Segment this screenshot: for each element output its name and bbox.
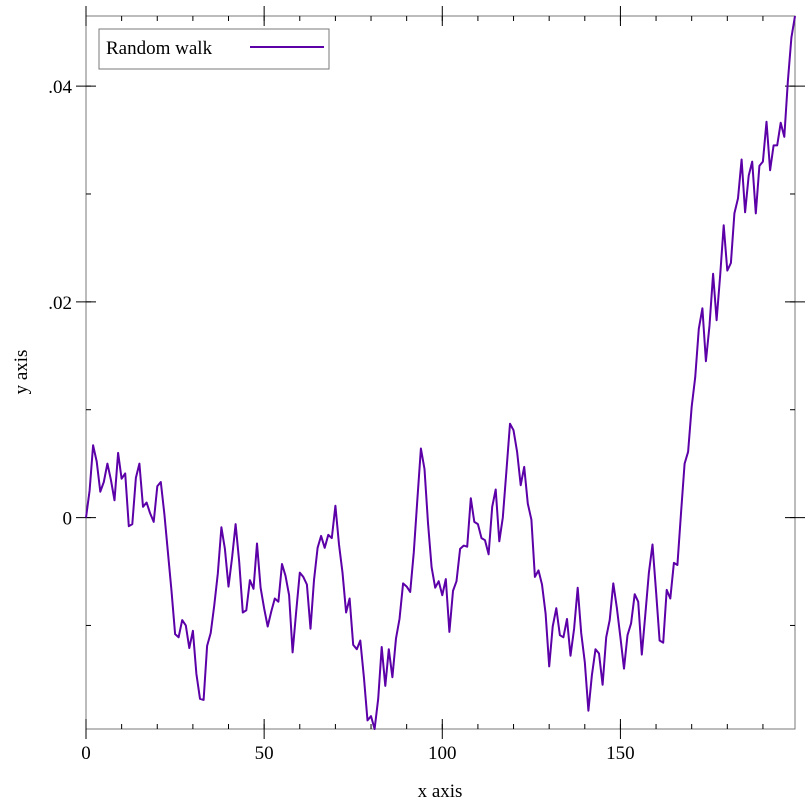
- axis-ticks: [76, 6, 805, 739]
- x-tick-label: 50: [255, 743, 274, 764]
- tick-labels: 0 50 100 150 0 .02 .04: [48, 77, 634, 764]
- legend-label: Random walk: [106, 38, 213, 59]
- x-tick-label: 150: [606, 743, 635, 764]
- legend: Random walk: [98, 28, 330, 70]
- x-tick-label: 100: [428, 743, 457, 764]
- plot-frame: [85, 15, 796, 730]
- y-tick-label: .02: [48, 293, 72, 314]
- x-axis-title: x axis: [418, 781, 463, 802]
- series-line-random-walk: [85, 15, 796, 730]
- y-axis-title: y axis: [11, 350, 32, 395]
- x-tick-label: 0: [81, 743, 91, 764]
- legend-box: [98, 28, 330, 70]
- y-tick-label: .04: [48, 77, 72, 98]
- y-tick-label: 0: [63, 509, 73, 530]
